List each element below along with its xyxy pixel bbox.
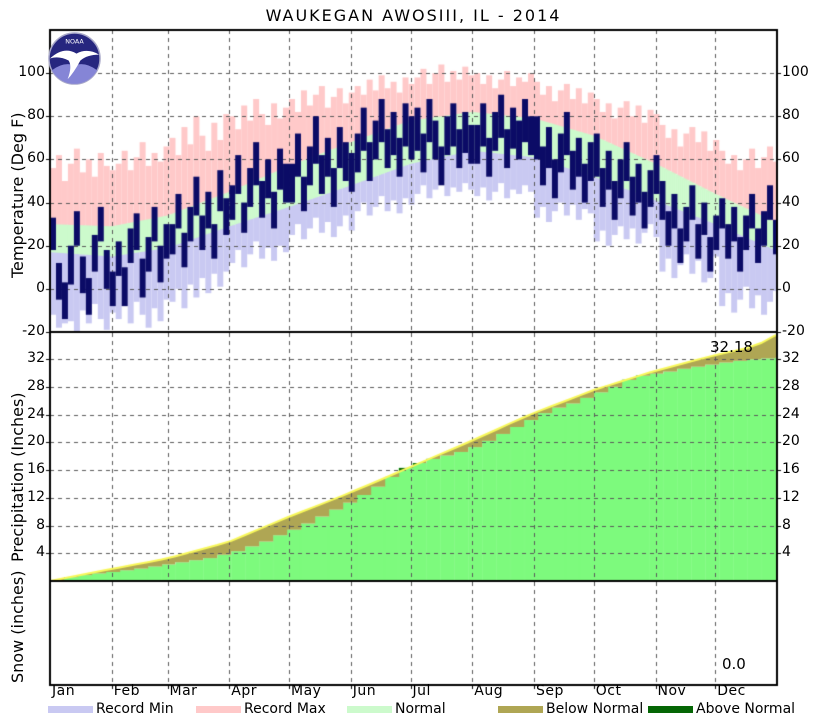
tick-label-100: 100	[18, 64, 45, 81]
precip-total-annotation: 32.18	[710, 338, 753, 356]
tick-label-80: 80	[782, 107, 800, 124]
tick-label-80: 80	[27, 107, 45, 124]
snow-axis-label: Snow (inches)	[8, 570, 27, 683]
legend-label: Record Min	[96, 701, 174, 717]
month-label-jan: Jan	[52, 683, 76, 699]
month-label-mar: Mar	[169, 683, 198, 699]
tick-label--20: -20	[22, 323, 45, 339]
tick-label-16: 16	[782, 461, 800, 477]
month-label-jun: Jun	[352, 683, 377, 699]
tick-label-12: 12	[782, 488, 800, 505]
legend-item-normal: Normal	[347, 701, 446, 717]
tick-label-100: 100	[782, 64, 809, 81]
tick-label-24: 24	[27, 405, 45, 422]
tick-label-24: 24	[782, 405, 800, 422]
tick-label-32: 32	[27, 350, 45, 366]
tick-label-20: 20	[27, 236, 45, 253]
tick-label-60: 60	[27, 150, 45, 167]
month-label-aug: Aug	[474, 683, 504, 699]
tick-label-32: 32	[782, 350, 800, 366]
month-label-jul: Jul	[412, 683, 431, 699]
legend-item-below-normal: Below Normal	[498, 701, 643, 717]
tick-label-12: 12	[27, 488, 45, 505]
tick-label-28: 28	[782, 377, 800, 394]
tick-label-4: 4	[782, 544, 791, 561]
month-label-may: May	[291, 683, 322, 699]
month-label-nov: Nov	[657, 683, 687, 699]
legend-swatch-icon	[196, 705, 241, 713]
tick-label-16: 16	[27, 461, 45, 477]
month-label-sep: Sep	[536, 683, 564, 699]
tick-label-20: 20	[782, 236, 800, 253]
tick-label-20: 20	[27, 433, 45, 450]
noaa-logo-text: NOAA	[65, 37, 84, 45]
tick-label-4: 4	[36, 544, 45, 561]
tick-label-40: 40	[27, 193, 45, 210]
tick-label-20: 20	[782, 433, 800, 450]
legend-label: Record Max	[244, 701, 326, 717]
snow-total-annotation: 0.0	[722, 655, 746, 673]
legend-item-record-min: Record Min	[48, 701, 174, 717]
tick-label-40: 40	[782, 193, 800, 210]
tick-label--20: -20	[782, 323, 805, 339]
legend-label: Above Normal	[696, 701, 796, 717]
noaa-logo-icon: NOAA	[48, 32, 101, 85]
tick-label-28: 28	[27, 377, 45, 394]
legend-swatch-icon	[498, 705, 543, 713]
month-label-apr: Apr	[231, 683, 257, 699]
tick-label-60: 60	[782, 150, 800, 167]
month-label-feb: Feb	[113, 683, 141, 699]
legend-item-above-normal: Above Normal	[648, 701, 795, 717]
legend-swatch-icon	[48, 705, 93, 713]
tick-label-0: 0	[36, 279, 45, 296]
legend-item-record-max: Record Max	[196, 701, 326, 717]
tick-label-8: 8	[782, 516, 791, 533]
tick-label-0: 0	[782, 279, 791, 296]
month-label-oct: Oct	[595, 683, 622, 699]
tick-label-8: 8	[36, 516, 45, 533]
page-title: WAUKEGAN AWOSIII, IL - 2014	[265, 6, 562, 25]
legend-label: Below Normal	[546, 701, 644, 717]
legend-swatch-icon	[648, 705, 693, 713]
legend-swatch-icon	[347, 705, 392, 713]
month-label-dec: Dec	[717, 683, 746, 699]
legend-label: Normal	[395, 701, 446, 717]
